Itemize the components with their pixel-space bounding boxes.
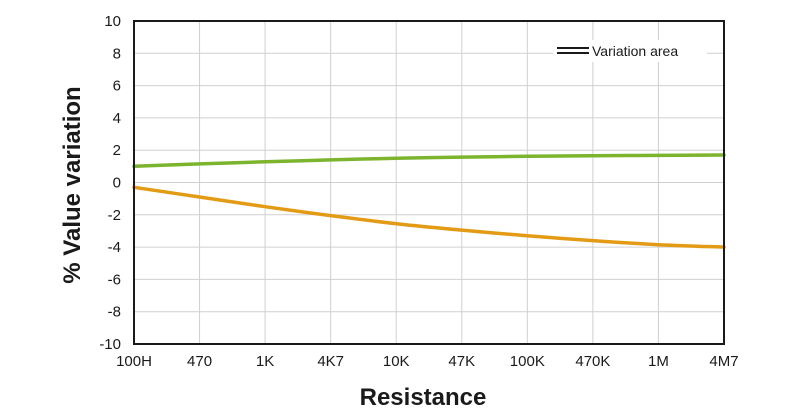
x-tick-label: 47K: [448, 353, 475, 370]
y-axis-title: % Value variation: [59, 86, 86, 283]
y-tick-label: -8: [108, 304, 121, 321]
legend-background: [553, 40, 707, 62]
y-tick-label: 2: [113, 142, 121, 159]
x-tick-label: 100K: [510, 353, 545, 370]
legend-label: Variation area: [592, 43, 678, 59]
y-tick-label: 8: [113, 45, 121, 62]
grid-lines: [133, 20, 725, 345]
y-tick-label: 10: [104, 13, 121, 30]
series-line-2: [132, 185, 726, 249]
y-tick-label: 0: [113, 175, 121, 192]
x-tick-labels: 100H 470 1K 4K7 10K 47K 100K 470K 1M 4M7: [116, 353, 739, 370]
y-tick-label: -4: [108, 239, 121, 256]
y-tick-label: -6: [108, 271, 121, 288]
y-tick-label: 4: [113, 110, 121, 127]
x-tick-label: 1K: [256, 353, 274, 370]
x-tick-label: 1M: [648, 353, 669, 370]
x-tick-label: 10K: [383, 353, 410, 370]
y-tick-label: -10: [99, 336, 121, 353]
x-tick-label: 100H: [116, 353, 152, 370]
y-tick-label: -2: [108, 207, 121, 224]
x-tick-label: 4K7: [317, 353, 344, 370]
x-tick-label: 470: [187, 353, 212, 370]
series-line-1: [132, 153, 726, 169]
series-lines: [132, 153, 726, 249]
plot-frame: [133, 20, 725, 345]
y-tick-labels: 10 8 6 4 2 0 -2 -4 -6 -8 -10: [99, 13, 121, 353]
x-axis-title: Resistance: [360, 384, 487, 411]
x-tick-label: 470K: [575, 353, 610, 370]
x-tick-label: 4M7: [709, 353, 738, 370]
legend: Variation area: [553, 40, 707, 62]
y-tick-label: 6: [113, 78, 121, 95]
